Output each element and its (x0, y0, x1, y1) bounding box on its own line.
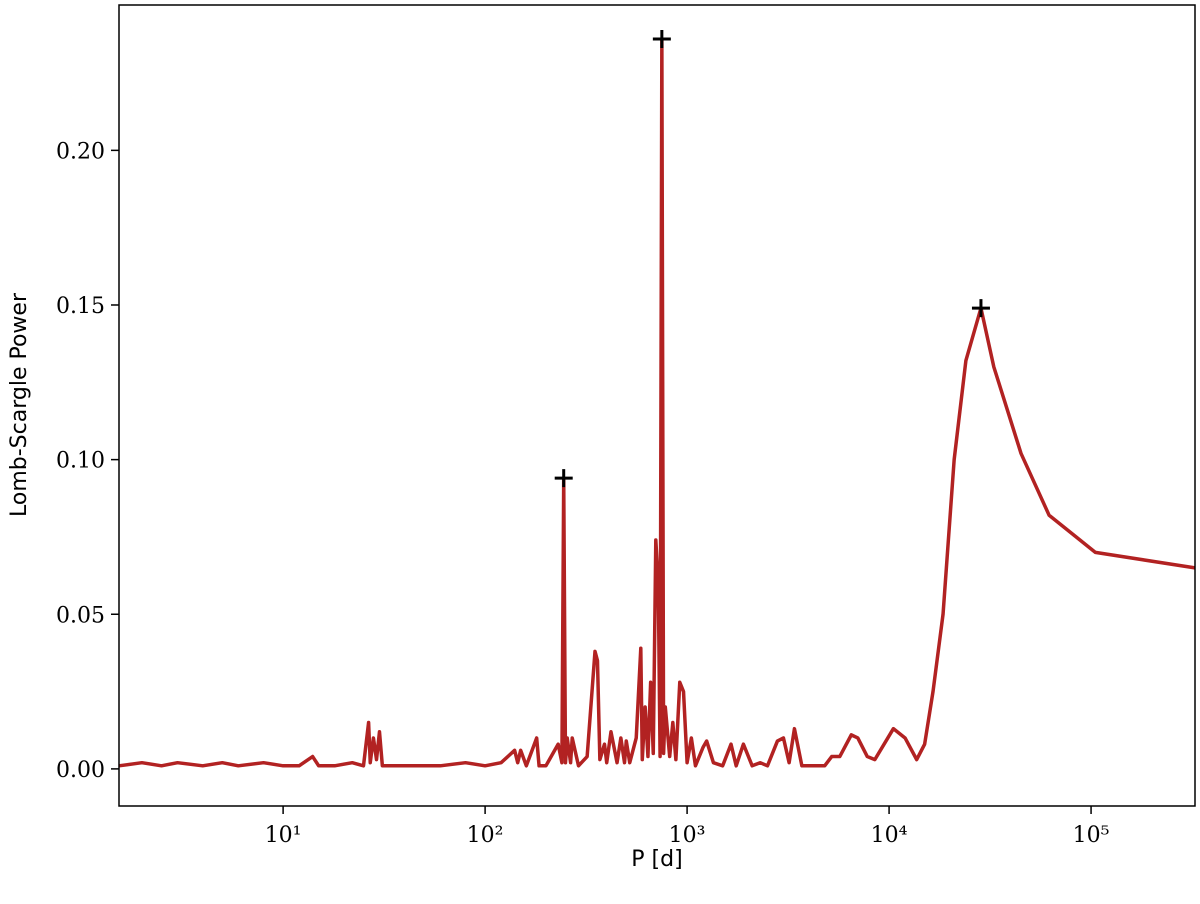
x-tick-label: 10³ (669, 823, 706, 848)
plot-frame (118, 4, 1196, 807)
y-tick-label: 0.05 (56, 603, 105, 628)
x-axis-label: P [d] (631, 847, 682, 872)
y-tick-label: 0.20 (56, 139, 105, 164)
y-tick-label: 0.10 (56, 449, 105, 474)
x-tick-label: 10⁵ (1073, 823, 1110, 848)
periodogram-line (118, 37, 1196, 768)
x-tick-label: 10⁴ (871, 823, 908, 848)
y-axis-label: Lomb-Scargle Power (7, 292, 32, 517)
peak-marker (971, 299, 990, 318)
peak-marker (652, 30, 671, 49)
y-tick-label: 0.15 (56, 294, 105, 319)
y-tick-label: 0.00 (56, 758, 105, 783)
x-tick-label: 10¹ (265, 823, 302, 848)
x-tick-label: 10² (467, 823, 504, 848)
peak-marker (554, 469, 573, 488)
